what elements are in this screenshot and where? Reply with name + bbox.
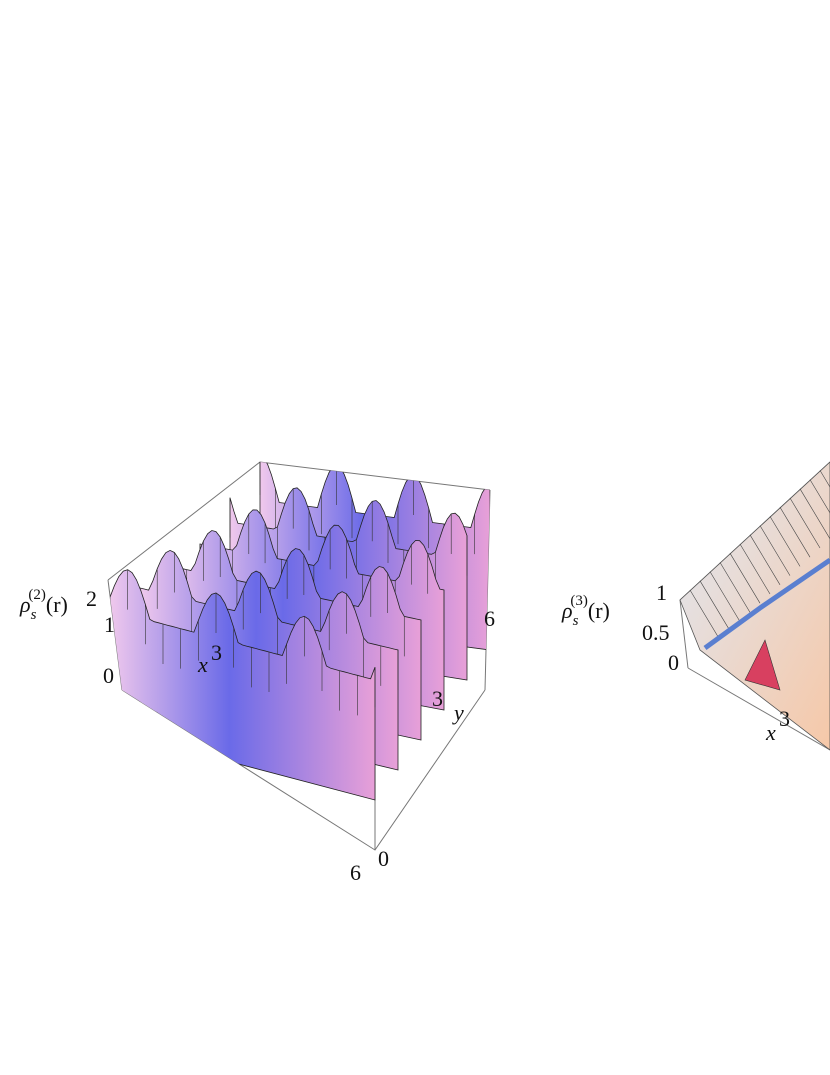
- z-label: ρs (2)(r): [19, 587, 68, 623]
- surface-strip: [819, 470, 830, 488]
- label-part: ρ: [561, 598, 573, 623]
- surface-strip: [703, 557, 830, 651]
- surface-strip: [789, 497, 821, 549]
- surface-strip: [739, 543, 771, 595]
- surface-strip: [719, 562, 751, 613]
- y-tick-label: 6: [484, 606, 495, 631]
- surface-strip: [809, 479, 830, 514]
- surface-strip: [709, 571, 741, 622]
- label-part: (3): [570, 593, 588, 609]
- z-tick-label: 0: [668, 650, 679, 675]
- y-tick-label: 3: [432, 686, 443, 711]
- x-label: x: [197, 652, 208, 677]
- x-tick-label: 3: [779, 706, 790, 731]
- y-label: y: [452, 700, 464, 725]
- z-tick-label: 0: [103, 663, 114, 688]
- surface-strip: [749, 534, 781, 585]
- surface-strip: [679, 461, 830, 751]
- x-tick-label: 3: [211, 640, 222, 665]
- label-part: (r): [588, 598, 610, 623]
- z-tick-label: 1: [656, 580, 667, 605]
- label-part: s: [31, 607, 37, 623]
- y-tick-label: 0: [378, 846, 389, 871]
- z-tick-label: 1: [104, 612, 115, 637]
- x-label: x: [765, 720, 776, 745]
- surface-strip: [689, 589, 721, 641]
- surface-strip: [769, 516, 801, 567]
- panel-2-surface: [679, 461, 830, 751]
- z-tick-label: 2: [86, 586, 97, 611]
- label-part: (r): [46, 592, 68, 617]
- surface-strip: [744, 639, 781, 691]
- z-tick-label: 0.5: [642, 620, 670, 645]
- surface-strip: [699, 580, 731, 631]
- surface-strip: [759, 525, 791, 576]
- label-part: (2): [28, 587, 46, 603]
- label-part: ρ: [19, 592, 31, 617]
- surface-strip: [799, 488, 830, 539]
- surface-strip: [779, 507, 811, 558]
- z-label: ρs (3)(r): [561, 593, 610, 629]
- x-tick-label: 6: [350, 860, 361, 885]
- panel-1-surface: [109, 462, 490, 801]
- surface-strip: [729, 553, 761, 604]
- label-part: s: [573, 613, 579, 629]
